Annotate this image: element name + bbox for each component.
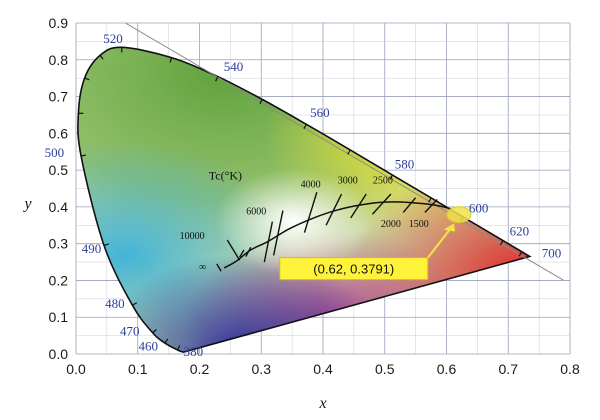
isotemperature-line [424, 199, 438, 213]
locus-tick [259, 99, 263, 105]
locus-tick [499, 240, 504, 246]
wavelength-label: 540 [224, 59, 244, 74]
wavelength-label: 620 [510, 224, 530, 239]
wavelength-label: 490 [82, 241, 102, 256]
wavelength-label: 580 [395, 156, 415, 171]
y-tick-label: 0.6 [49, 125, 69, 141]
locus-tick [99, 54, 104, 60]
y-tick-label: 0.5 [49, 162, 69, 178]
axes: 0.0 0.1 0.2 0.3 0.4 0.5 0.6 0.7 0.8 0.0 0.1 0.2 0.3 0… [22, 15, 579, 412]
wavelength-label: 460 [138, 338, 158, 353]
wavelength-label: 480 [105, 296, 125, 311]
y-tick-label: 0.1 [49, 309, 69, 325]
x-tick-label: 0.8 [560, 361, 580, 377]
wavelength-label: 380 [184, 344, 204, 359]
x-tick-label: 0.7 [499, 361, 519, 377]
wavelength-label: 560 [310, 105, 330, 120]
isotemperature-line [402, 197, 417, 213]
wavelength-label: 470 [120, 324, 140, 339]
isotemperature-line [350, 193, 367, 219]
highlight-marker [446, 206, 472, 224]
locus-tick [176, 345, 181, 351]
y-tick-label: 0.4 [49, 199, 69, 215]
x-tick-label: 0.3 [252, 361, 272, 377]
x-tick-label: 0.0 [66, 361, 86, 377]
y-tick-label: 0.8 [49, 52, 69, 68]
locus-tick [103, 243, 109, 247]
locus-tick [215, 76, 219, 82]
wavelength-label: 700 [542, 245, 562, 260]
isotemperature-line [371, 193, 392, 215]
wavelength-label: 520 [103, 31, 123, 46]
locus-tick [132, 302, 138, 306]
isotemperature-line [303, 191, 318, 233]
isotemperature-line [245, 247, 252, 257]
annotation: (0.62, 0.3791) [279, 206, 472, 281]
tc-label: Tc(°K) [209, 168, 242, 182]
temperature-label: 1500 [409, 219, 429, 230]
temperature-label: 10000 [180, 231, 205, 242]
x-tick-label: 0.6 [437, 361, 457, 377]
locus-tick [389, 174, 393, 180]
locus-tick [169, 57, 173, 63]
isotemperature-line [325, 193, 343, 226]
tangent-line [125, 22, 565, 281]
y-tick-label: 0.0 [49, 346, 69, 362]
isotemperature-line [272, 210, 284, 256]
wavelength-label: 500 [45, 145, 65, 160]
isotemperature-line [239, 249, 245, 258]
locus-tick [518, 251, 523, 257]
locus-tick [428, 197, 432, 203]
temperature-label: 4000 [301, 179, 321, 190]
y-tick-label: 0.9 [49, 15, 69, 31]
temperature-label: 2000 [381, 219, 401, 230]
x-axis-title: x [318, 395, 326, 412]
locus-tick [152, 329, 157, 334]
y-tick-label: 0.3 [49, 236, 69, 252]
isotemperature-line [263, 221, 274, 263]
temperature-label: 6000 [246, 207, 266, 218]
x-tick-label: 0.5 [375, 361, 395, 377]
x-tick-label: 0.2 [190, 361, 210, 377]
arrowhead [443, 223, 456, 232]
x-tick-label: 0.4 [313, 361, 333, 377]
wavelength-label: 600 [469, 200, 489, 215]
x-tick-label: 0.1 [128, 361, 148, 377]
callout-text: (0.62, 0.3791) [313, 262, 394, 277]
locus-tick [347, 149, 351, 155]
locus-tick [164, 338, 169, 344]
temperature-label: ∞ [199, 262, 206, 273]
planckian-locus: Tc(°K) 10000 6000 4000 3000 2500 2000 1500 ∞ [180, 168, 451, 273]
isotemperature-line [226, 239, 241, 261]
locus-tick [80, 154, 87, 157]
locus-tick [84, 77, 90, 81]
isotemperature-line [216, 263, 222, 272]
locus-tick [303, 124, 307, 129]
y-axis-title: y [22, 196, 32, 213]
y-tick-label: 0.7 [49, 89, 69, 105]
temperature-label: 2500 [373, 176, 393, 187]
y-tick-label: 0.2 [49, 272, 69, 288]
callout-box [279, 257, 429, 281]
temperature-label: 3000 [338, 176, 358, 187]
